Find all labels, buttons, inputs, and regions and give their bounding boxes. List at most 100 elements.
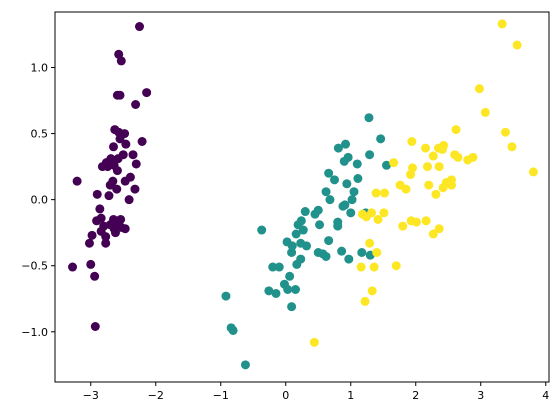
scatter-point	[130, 184, 140, 194]
scatter-point	[380, 188, 390, 198]
scatter-point	[382, 160, 391, 170]
x-tick-label: 3	[477, 389, 484, 402]
scatter-point	[137, 137, 147, 146]
scatter-point	[313, 248, 323, 257]
x-axis-ticks: −3 −2 −1 0 1 2 3 4	[83, 382, 549, 402]
plot-area	[55, 12, 549, 382]
scatter-point	[421, 143, 430, 153]
scatter-point	[315, 220, 325, 230]
scatter-point	[142, 88, 152, 98]
scatter-point	[268, 262, 278, 272]
scatter-point	[367, 286, 377, 296]
y-tick-label: 0.5	[31, 128, 49, 141]
scatter-point	[287, 241, 297, 251]
scatter-point	[447, 175, 456, 185]
scatter-point	[321, 251, 331, 261]
scatter-point	[353, 174, 363, 183]
scatter-point	[352, 159, 362, 169]
scatter-point	[431, 189, 441, 199]
scatter-point	[92, 189, 102, 199]
scatter-point	[480, 107, 490, 117]
x-tick-label: −3	[83, 389, 99, 402]
scatter-point	[369, 262, 379, 272]
scatter-point	[287, 302, 297, 312]
scatter-point	[101, 232, 111, 242]
scatter-point	[120, 224, 130, 234]
scatter-point	[283, 285, 293, 294]
scatter-point	[347, 195, 357, 205]
scatter-point	[339, 156, 349, 166]
scatter-point	[84, 238, 94, 248]
scatter-point	[300, 207, 310, 217]
scatter-point	[118, 150, 128, 160]
scatter-point	[321, 187, 331, 197]
scatter-point	[274, 262, 284, 272]
scatter-point	[131, 100, 141, 109]
scatter-point	[324, 236, 334, 246]
x-tick-label: 4	[542, 389, 549, 402]
scatter-point	[86, 259, 96, 269]
scatter-point	[342, 179, 352, 189]
scatter-point	[240, 360, 250, 370]
scatter-point	[344, 254, 354, 264]
scatter-point	[364, 113, 374, 123]
scatter-point	[72, 176, 82, 186]
scatter-point	[528, 167, 538, 177]
scatter-point	[500, 127, 510, 137]
scatter-point	[421, 216, 431, 226]
scatter-point	[115, 90, 125, 100]
scatter-point	[310, 209, 320, 219]
scatter-point	[389, 158, 399, 168]
scatter-point	[90, 271, 100, 281]
scatter-point	[309, 337, 319, 347]
scatter-point	[361, 212, 371, 222]
scatter-point	[373, 214, 383, 224]
scatter-point	[346, 208, 356, 218]
scatter-point	[376, 134, 386, 144]
scatter-point	[298, 225, 308, 235]
scatter-point	[115, 134, 125, 144]
scatter-point	[371, 188, 381, 198]
axes-frame	[54, 11, 550, 383]
scatter-point	[474, 84, 484, 94]
scatter-point	[356, 262, 366, 272]
scatter-point	[437, 144, 447, 154]
scatter-point	[302, 241, 312, 251]
scatter-point	[372, 248, 382, 257]
scatter-point	[116, 56, 126, 66]
scatter-point	[422, 162, 432, 172]
scatter-point	[341, 139, 351, 149]
scatter-point	[291, 229, 301, 239]
scatter-point	[365, 238, 375, 248]
scatter-point	[90, 322, 100, 331]
scatter-point	[507, 142, 517, 152]
x-tick-label: 1	[347, 389, 354, 402]
scatter-point	[128, 150, 138, 160]
scatter-point	[330, 175, 339, 185]
scatter-point	[291, 285, 300, 294]
scatter-point	[333, 217, 343, 227]
scatter-point	[411, 217, 421, 227]
scatter-point	[453, 152, 463, 162]
scatter-point	[131, 159, 141, 169]
x-tick-label: 0	[282, 389, 289, 402]
scatter-point	[257, 225, 267, 235]
scatter-point	[428, 229, 438, 239]
y-tick-label: 1.0	[31, 62, 49, 75]
scatter-point	[264, 286, 274, 296]
scatter-point	[325, 195, 335, 205]
scatter-point	[324, 168, 334, 178]
scatter-point	[434, 224, 444, 234]
scatter-point	[365, 150, 375, 160]
scatter-point	[451, 125, 461, 135]
x-tick-label: −1	[213, 389, 229, 402]
scatter-point	[95, 204, 105, 214]
scatter-point	[124, 195, 134, 205]
scatter-point	[109, 142, 118, 152]
scatter-point	[92, 216, 102, 226]
scatter-point	[379, 208, 389, 218]
scatter-point	[121, 139, 131, 149]
scatter-point	[285, 271, 295, 281]
scatter-point	[428, 151, 438, 161]
